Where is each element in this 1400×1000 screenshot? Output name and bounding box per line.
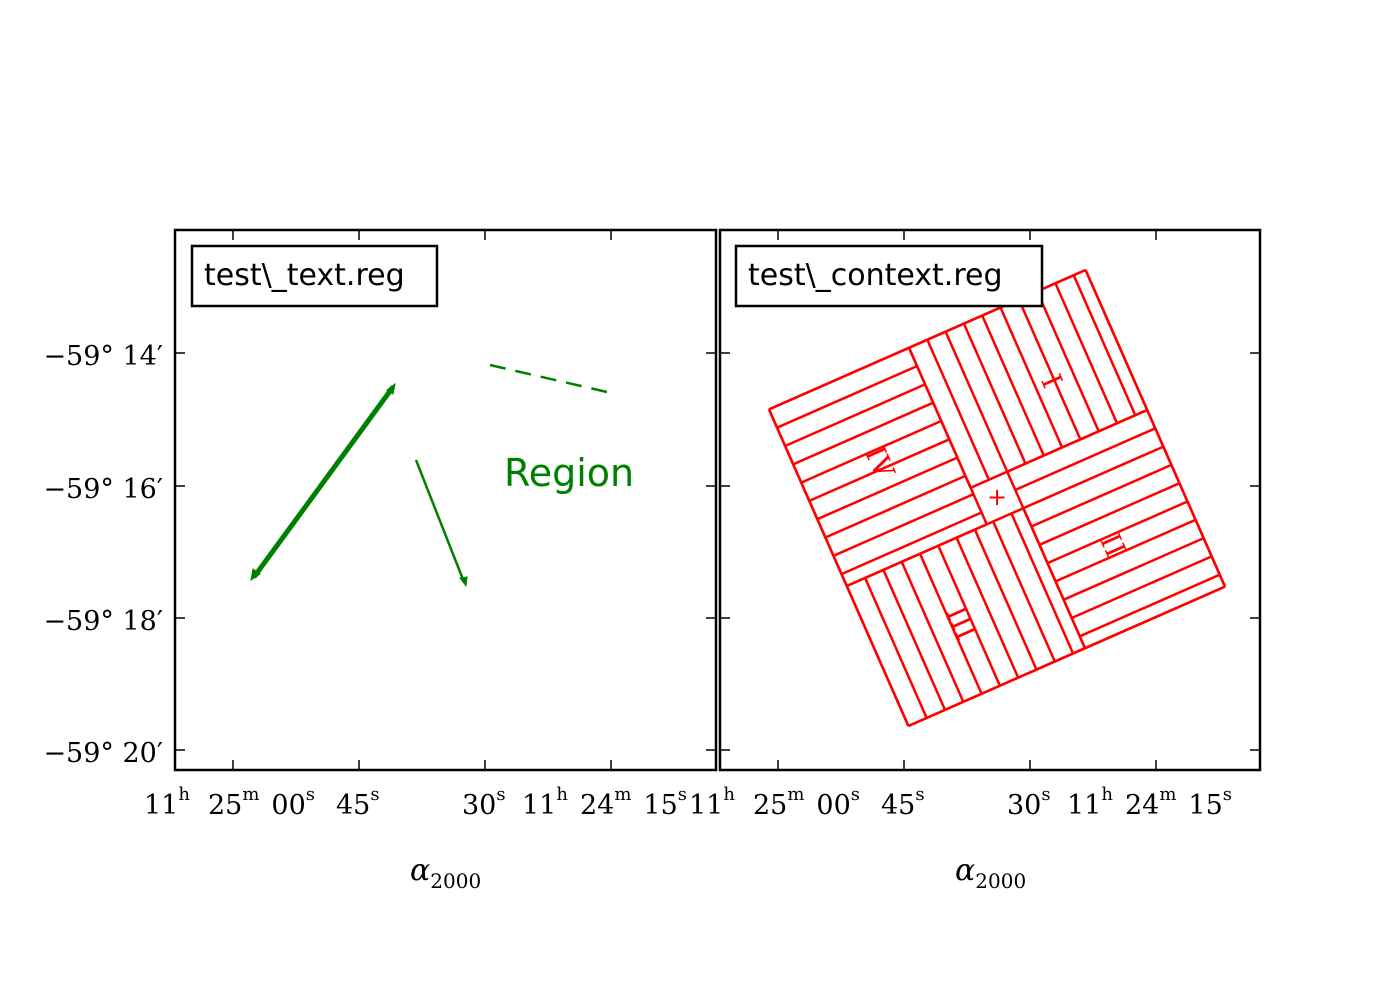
panel-right: 11h 25m 00s 45s 30s 11h 24m 15s α2000 IIIIII… — [689, 228, 1262, 893]
panel-label-box — [734, 244, 1044, 308]
thin-arrow-head — [459, 576, 468, 588]
quadrant-II-edge — [1084, 585, 1226, 650]
text-region-annotations — [250, 363, 608, 588]
panel-left: −59° 14′ −59° 16′ −59° 18′ −59° 20′ 11h 2… — [43, 228, 718, 893]
y-tick-label: −59° 14′ — [43, 341, 163, 372]
x-tick-label: 11h 25m 00s — [144, 784, 315, 821]
quadrant-IV-hatch — [816, 456, 958, 521]
panel-label: test\_text.reg — [204, 258, 405, 293]
quadrant-I-hatch — [1017, 298, 1082, 440]
x-axis-label: α2000 — [955, 853, 1026, 893]
x-tick-label: 30s — [1007, 784, 1051, 821]
quadrant-label: II — [1093, 529, 1132, 563]
quadrant-II-edge — [1006, 408, 1148, 473]
panel-left-frame — [173, 228, 718, 772]
quadrant-IV-hatch — [800, 419, 942, 484]
thick-arrow-line — [251, 385, 396, 579]
quadrant-label: III — [940, 601, 984, 645]
panel-left-ticks — [175, 230, 716, 770]
panel-label: test\_context.reg — [748, 258, 1003, 293]
thick-arrow-head-start — [250, 568, 261, 582]
thick-arrow-head-end — [386, 382, 396, 395]
panel-right-ticks — [720, 230, 1260, 770]
x-tick-label: 45s — [881, 784, 925, 821]
quadrant-IV-hatch — [776, 364, 918, 429]
y-tick-label: −59° 20′ — [43, 738, 163, 769]
quadrant-I-hatch — [1035, 290, 1100, 432]
quadrant-III-edge — [1022, 507, 1087, 649]
quadrant-IV-hatch — [840, 511, 983, 576]
quadrant-III-hatch — [882, 569, 947, 711]
quadrant-IV-edge — [768, 346, 910, 411]
quadrant-III-edge — [907, 647, 1086, 728]
quadrant-II-hatch — [1038, 482, 1181, 546]
quadrant-II-hatch — [1022, 445, 1164, 510]
x-axis-label: α2000 — [410, 853, 481, 893]
quadrant-II-hatch — [1046, 500, 1189, 565]
quadrant-II-hatch — [1030, 463, 1172, 528]
quadrant-II-hatch — [1063, 536, 1205, 601]
quadrant-II-hatch — [1071, 555, 1213, 620]
quadrant-I-hatch — [1054, 282, 1119, 424]
quadrant-I-hatch — [962, 323, 1027, 465]
quadrant-IV-hatch — [784, 383, 926, 448]
quadrant-IV-edge — [907, 347, 988, 525]
x-tick-label: 11h 24m 15s — [1067, 784, 1232, 821]
quadrant-IV-edge — [846, 523, 988, 588]
quadrant-II-hatch — [1014, 427, 1156, 492]
quadrant-IV-hatch — [832, 493, 975, 557]
quadrant-IV-hatch — [824, 474, 966, 539]
quadrant-IV-hatch — [792, 401, 934, 466]
quadrant-I-hatch — [926, 339, 991, 481]
quadrant-IV-edge — [767, 408, 848, 587]
quadrant-IV-hatch — [808, 438, 950, 503]
quadrant-III-hatch — [973, 529, 1038, 671]
quadrant-II-hatch — [1079, 573, 1221, 638]
quadrant-I-edge — [1084, 269, 1149, 411]
quadrant-III-hatch — [992, 520, 1056, 663]
center-marker: + — [987, 483, 1007, 511]
x-tick-label: 30s — [462, 784, 506, 821]
panel-label-box — [190, 244, 439, 308]
quadrant-III-hatch — [1010, 512, 1075, 655]
quadrant-III-edge — [845, 585, 910, 727]
quadrant-III-hatch — [863, 577, 928, 719]
x-tick-label: 45s — [336, 784, 380, 821]
x-tick-label: 11h 25m 00s — [689, 784, 860, 821]
quadrant-I-hatch — [999, 306, 1064, 449]
quadrant-III-hatch — [937, 545, 1002, 687]
quadrant-II-edge — [1146, 409, 1227, 588]
quadrant-I-hatch — [944, 331, 1009, 473]
y-tick-label: −59° 18′ — [43, 606, 163, 637]
thin-arrow-line — [414, 459, 466, 583]
quadrant-I-hatch — [981, 314, 1045, 457]
quadrant-I-hatch — [1072, 274, 1137, 416]
quadrant-III-hatch — [918, 553, 983, 695]
quadrant-III-hatch — [900, 561, 965, 703]
region-annotation-text: Region — [504, 451, 634, 495]
panel-right-frame — [718, 228, 1262, 772]
y-tick-label: −59° 16′ — [43, 474, 163, 505]
quadrant-III-hatch — [955, 537, 1020, 679]
dashed-line — [489, 363, 608, 394]
x-tick-label: 11h 24m 15s — [522, 784, 687, 821]
quadrant-II-hatch — [1055, 518, 1197, 583]
